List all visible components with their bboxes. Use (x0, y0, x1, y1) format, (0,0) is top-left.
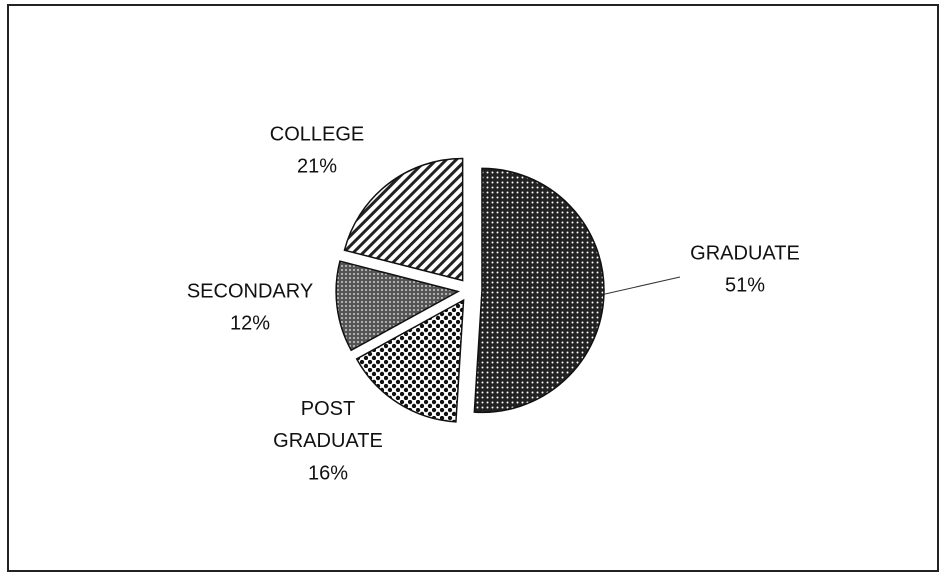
slice-label: SECONDARY (187, 280, 313, 302)
slice-label: COLLEGE (270, 123, 364, 145)
pie-slice (473, 167, 605, 414)
slice-label: POST GRADUATE (273, 398, 383, 452)
slice-value-label: 51% (725, 274, 765, 296)
slice-label: GRADUATE (690, 242, 800, 264)
label-line: POST (301, 398, 355, 420)
pie-slice (335, 260, 461, 352)
slice-value-label: 21% (297, 155, 337, 177)
leader-line (603, 276, 681, 295)
pie-slice (343, 157, 464, 282)
frame (7, 4, 939, 572)
label-line: GRADUATE (273, 430, 383, 452)
slice-value-label: 12% (230, 312, 270, 334)
pie-slice (355, 298, 465, 423)
slice-value-label: 16% (308, 462, 348, 484)
